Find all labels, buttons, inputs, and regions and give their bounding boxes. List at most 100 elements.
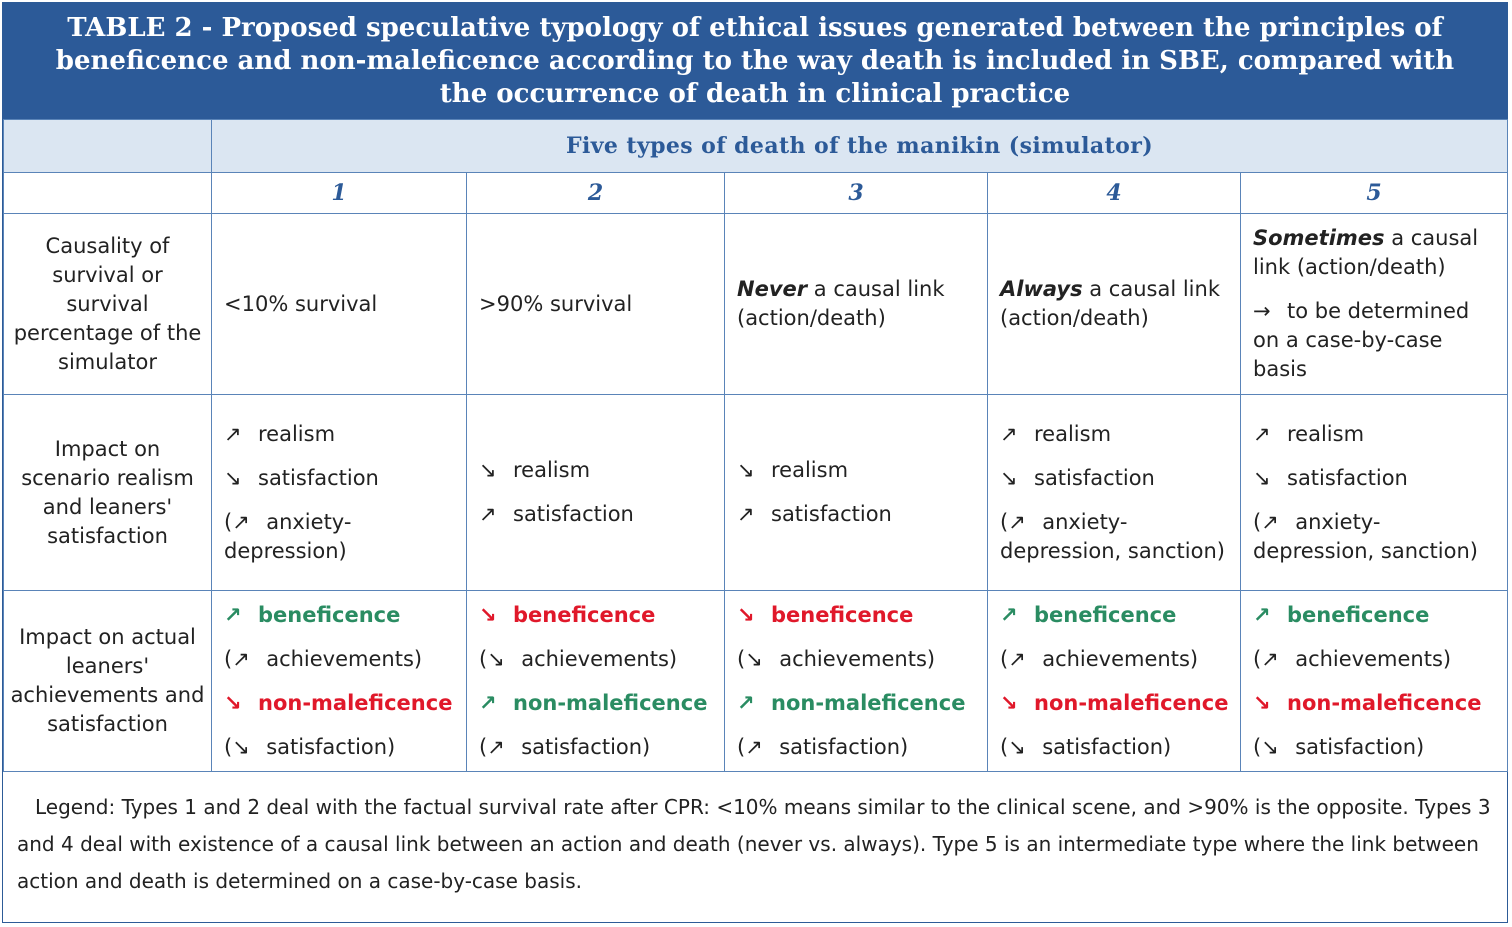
list-item: ↘ satisfaction: [1000, 464, 1228, 493]
causality-cell-2: >90% survival: [466, 213, 725, 395]
down-arrow-icon: ↘: [1253, 465, 1271, 490]
up-arrow-icon: ↗: [737, 690, 755, 715]
down-arrow-icon: ↘: [1261, 734, 1279, 759]
down-arrow-icon: ↘: [745, 646, 763, 671]
up-arrow-icon: ↗: [1253, 602, 1271, 627]
list-item: ↘ satisfaction: [1253, 464, 1495, 493]
list-item: ↗ realism: [1253, 420, 1495, 449]
list-item: (↗ anxiety-depression, sanction): [1000, 509, 1225, 563]
up-arrow-icon: ↗: [1261, 646, 1279, 671]
beneficence-item: ↘ beneficence: [479, 601, 712, 630]
item-text: non-maleficence: [1034, 690, 1229, 715]
emphasis-text: Always: [1000, 277, 1083, 301]
down-arrow-icon: ↘: [1008, 734, 1026, 759]
item-text: satisfaction: [1034, 465, 1155, 490]
actual-cell-4: ↗ beneficence (↗ achievements) ↘ non-malefi…: [987, 590, 1241, 772]
item-text: satisfaction): [779, 734, 909, 759]
satisfaction-item: (↘ satisfaction): [1000, 733, 1228, 762]
type-number: 1: [211, 172, 467, 214]
up-arrow-icon: ↗: [737, 502, 755, 526]
non-maleficence-item: ↗ non-maleficence: [737, 689, 975, 718]
achievements-item: (↗ achievements): [1253, 645, 1495, 674]
down-arrow-icon: ↘: [1000, 465, 1018, 490]
satisfaction-item: (↗ satisfaction): [479, 733, 712, 762]
up-arrow-icon: ↗: [1008, 509, 1026, 534]
cell-text: a causal link (action/death): [1000, 277, 1220, 330]
item-text: achievements): [1295, 646, 1452, 671]
item-text: beneficence: [771, 602, 914, 627]
table-title: TABLE 2 - Proposed speculative typology …: [3, 3, 1507, 119]
item-text: anxiety-depression, sanction): [1253, 509, 1478, 563]
band-label: Five types of death of the manikin (simu…: [210, 119, 1509, 173]
item-text: satisfaction: [1287, 465, 1408, 490]
list-item: ↘ realism: [479, 456, 712, 485]
down-arrow-icon: ↘: [479, 602, 497, 627]
item-text: beneficence: [1287, 602, 1430, 627]
satisfaction-item: (↘ satisfaction): [1253, 733, 1495, 762]
item-text: achievements): [266, 646, 423, 671]
cell-text: <10% survival: [224, 291, 378, 316]
item-text: realism: [1287, 421, 1365, 446]
scenario-cell-2: ↘ realism ↗ satisfaction: [466, 394, 725, 591]
table-row-causality: Causality of survival or survival percen…: [3, 213, 1509, 395]
item-text: realism: [1034, 421, 1112, 446]
up-arrow-icon: ↗: [1000, 602, 1018, 627]
up-arrow-icon: ↗: [1253, 421, 1271, 446]
satisfaction-item: (↗ satisfaction): [737, 733, 975, 762]
scenario-cell-1: ↗ realism ↘ satisfaction (↗ anxiety-depress…: [211, 394, 467, 591]
type-number-corner: [3, 172, 212, 214]
list-item: ↘ realism: [737, 456, 975, 485]
down-arrow-icon: ↘: [1000, 690, 1018, 715]
item-text: anxiety-depression, sanction): [1000, 509, 1225, 563]
down-arrow-icon: ↘: [232, 734, 250, 759]
non-maleficence-item: ↘ non-maleficence: [1253, 689, 1495, 718]
scenario-cell-3: ↘ realism ↗ satisfaction: [724, 394, 988, 591]
list-item: (↗ anxiety-depression, sanction): [1253, 509, 1478, 563]
down-arrow-icon: ↘: [737, 458, 755, 482]
scenario-cell-5: ↗ realism ↘ satisfaction (↗ anxiety-depress…: [1239, 394, 1509, 591]
list-item: ↗ realism: [1000, 420, 1228, 449]
down-arrow-icon: ↘: [479, 458, 497, 482]
down-arrow-icon: ↘: [224, 690, 242, 715]
type-number: 3: [724, 172, 988, 214]
actual-cell-5: ↗ beneficence (↗ achievements) ↘ non-malefi…: [1239, 590, 1509, 772]
table-title-text: TABLE 2 - Proposed speculative typology …: [55, 12, 1455, 109]
row-header: Causality of survival or survival percen…: [3, 213, 212, 395]
up-arrow-icon: ↗: [745, 734, 763, 759]
type-number: 5: [1239, 172, 1509, 214]
up-arrow-icon: ↗: [224, 602, 242, 627]
item-text: achievements): [521, 646, 678, 671]
table-legend: Legend: Types 1 and 2 deal with the fact…: [3, 773, 1507, 923]
non-maleficence-item: ↗ non-maleficence: [479, 689, 712, 718]
row-header: Impact on scenario realism and leaners' …: [3, 394, 212, 591]
cell-text: to be determined on a case-by-case basis: [1253, 299, 1470, 381]
item-text: non-maleficence: [258, 690, 453, 715]
causality-cell-4: Always a causal link (action/death): [987, 213, 1241, 395]
down-arrow-icon: ↘: [224, 465, 242, 490]
list-item: ↗ realism: [224, 420, 454, 449]
table-row-scenario: Impact on scenario realism and leaners' …: [3, 394, 1509, 591]
item-text: satisfaction): [1295, 734, 1425, 759]
item-text: beneficence: [1034, 602, 1177, 627]
table-row-actual: Impact on actual leaners' achievements a…: [3, 590, 1509, 772]
down-arrow-icon: ↘: [487, 646, 505, 671]
cell-text: >90% survival: [479, 291, 633, 316]
band-corner-cell: [3, 119, 212, 173]
list-item: ↗ satisfaction: [479, 500, 712, 529]
beneficence-item: ↘ beneficence: [737, 601, 975, 630]
item-text: achievements): [779, 646, 936, 671]
actual-cell-3: ↘ beneficence (↘ achievements) ↗ non-malefi…: [724, 590, 988, 772]
typology-table: Five types of death of the manikin (simu…: [3, 119, 1509, 772]
row-header: Impact on actual leaners' achievements a…: [3, 590, 212, 772]
emphasis-text: Never: [737, 277, 808, 301]
list-item: ↗ satisfaction: [737, 500, 975, 529]
type-number: 4: [987, 172, 1241, 214]
item-text: beneficence: [513, 602, 656, 627]
up-arrow-icon: ↗: [232, 509, 250, 534]
item-text: non-maleficence: [771, 690, 966, 715]
up-arrow-icon: ↗: [1000, 421, 1018, 446]
item-text: satisfaction): [266, 734, 396, 759]
item-text: realism: [258, 421, 336, 446]
legend-text: Legend: Types 1 and 2 deal with the fact…: [17, 795, 1491, 893]
